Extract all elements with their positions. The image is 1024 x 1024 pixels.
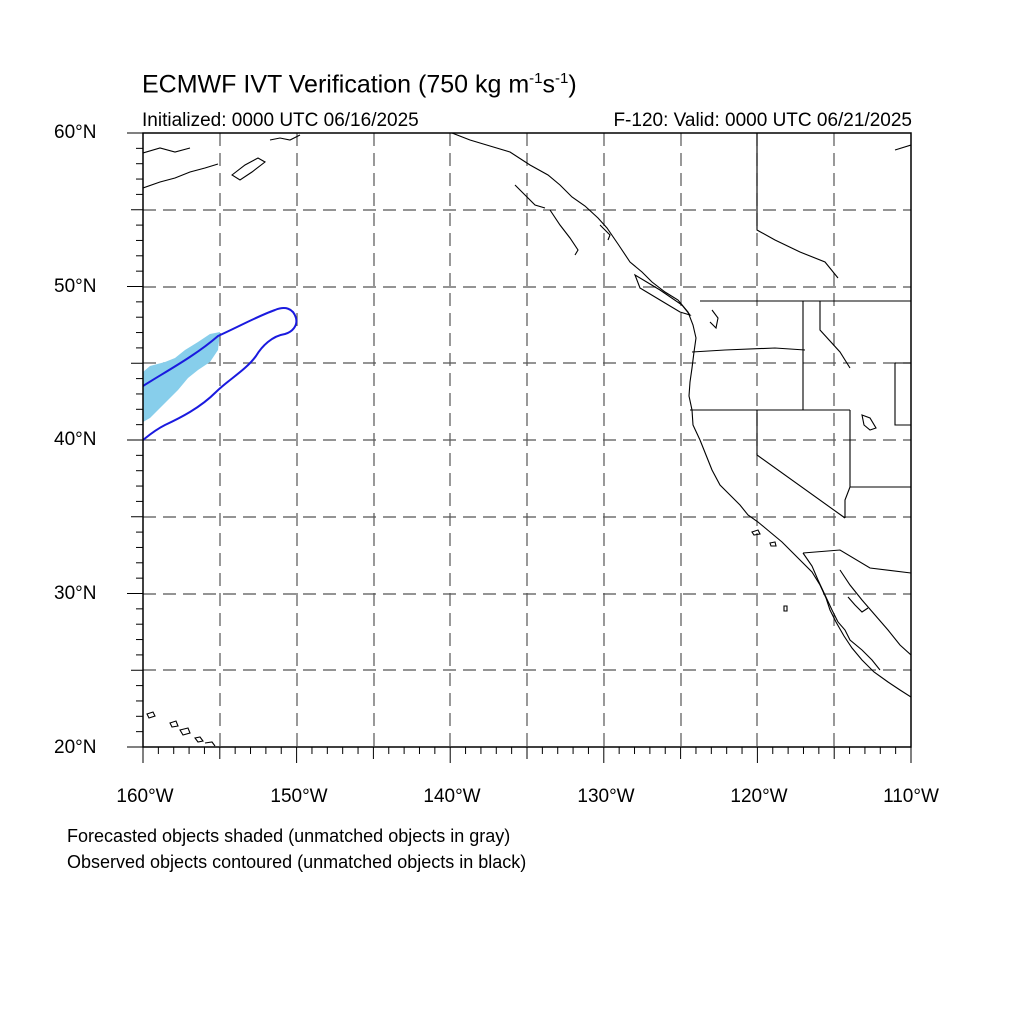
graticule bbox=[143, 133, 911, 747]
lon-label-150w: 150°W bbox=[270, 786, 328, 807]
observed-note: Observed objects contoured (unmatched ob… bbox=[67, 852, 527, 872]
lat-label-40n: 40°N bbox=[54, 429, 97, 450]
forecast-note: Forecasted objects shaded (unmatched obj… bbox=[67, 826, 511, 846]
forecast-object-shading bbox=[143, 332, 220, 422]
map-frame bbox=[142, 132, 912, 748]
lat-label-60n: 60°N bbox=[54, 122, 97, 143]
valid-time-label: F-120: Valid: 0000 UTC 06/21/2025 bbox=[613, 110, 912, 131]
lon-label-110w: 110°W bbox=[883, 786, 939, 807]
lat-label-50n: 50°N bbox=[54, 276, 97, 297]
lon-label-160w: 160°W bbox=[116, 786, 174, 807]
plot-title: ECMWF IVT Verification (750 kg m-1s-1) bbox=[142, 70, 577, 99]
lon-label-120w: 120°W bbox=[730, 786, 788, 807]
observed-object-contour bbox=[143, 307, 298, 441]
lat-label-30n: 30°N bbox=[54, 583, 97, 604]
axis-ticks bbox=[127, 132, 912, 763]
init-time-label: Initialized: 0000 UTC 06/16/2025 bbox=[142, 110, 419, 131]
lat-label-20n: 20°N bbox=[54, 737, 97, 758]
lon-label-130w: 130°W bbox=[577, 786, 635, 807]
coastlines bbox=[143, 133, 911, 747]
lon-label-140w: 140°W bbox=[423, 786, 481, 807]
